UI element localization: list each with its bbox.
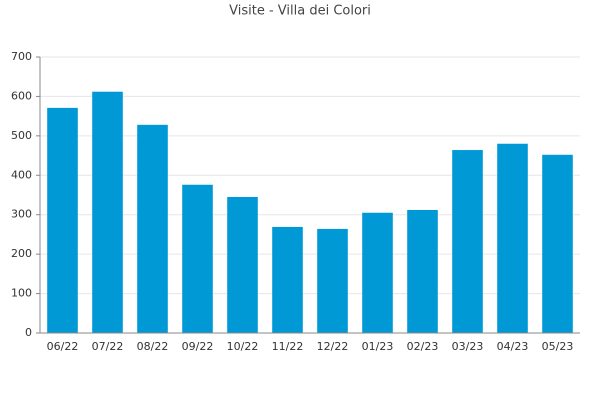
y-tick-label: 700 <box>11 50 32 63</box>
chart-title: Visite - Villa dei Colori <box>229 4 371 19</box>
x-tick-label: 11/22 <box>272 340 304 353</box>
x-tick-label: 07/22 <box>92 340 124 353</box>
x-tick-label: 02/23 <box>407 340 439 353</box>
bar <box>137 124 168 334</box>
x-tick-label: 12/22 <box>317 340 349 353</box>
x-tick-label: 08/22 <box>137 340 169 353</box>
bar <box>542 154 573 333</box>
bar <box>497 143 528 333</box>
bar <box>407 209 438 333</box>
y-tick-label: 500 <box>11 129 32 142</box>
bar <box>452 150 483 333</box>
x-tick-label: 01/23 <box>362 340 394 353</box>
y-tick-label: 200 <box>11 247 32 260</box>
y-tick-label: 0 <box>25 326 32 339</box>
bar <box>272 226 303 333</box>
x-tick-label: 05/23 <box>542 340 574 353</box>
y-tick-label: 100 <box>11 287 32 300</box>
x-tick-label: 03/23 <box>452 340 484 353</box>
bar <box>92 91 123 333</box>
bar <box>317 228 348 333</box>
x-tick-label: 10/22 <box>227 340 259 353</box>
x-tick-label: 09/22 <box>182 340 214 353</box>
y-tick-label: 400 <box>11 168 32 181</box>
x-tick-label: 04/23 <box>497 340 529 353</box>
x-tick-label: 06/22 <box>47 340 79 353</box>
bar <box>182 184 213 333</box>
bar <box>47 107 78 333</box>
y-tick-label: 300 <box>11 208 32 221</box>
bar <box>227 196 258 333</box>
bar <box>362 212 393 333</box>
y-tick-label: 600 <box>11 89 32 102</box>
